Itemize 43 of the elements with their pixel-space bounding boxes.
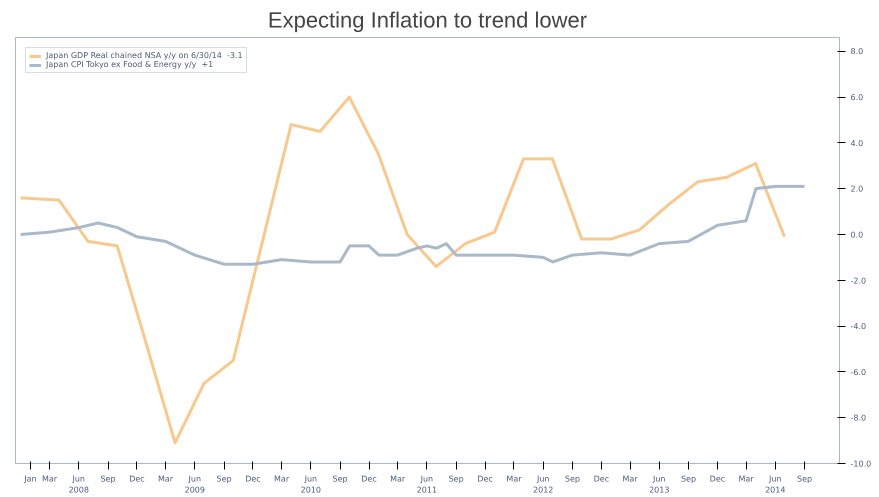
x-tick-label: Dec (129, 474, 145, 484)
x-tick-label: Mar (506, 474, 522, 484)
x-tick-label: Mar (274, 474, 290, 484)
x-tick-label: Jun 2011 (416, 474, 438, 494)
x-tick-label: Jan (23, 474, 37, 484)
line-series (19, 96, 786, 444)
x-tick-label: Mar (42, 474, 58, 484)
y-tick-label: -8.0 (850, 414, 866, 423)
x-tick-label: Jun 2013 (649, 474, 670, 494)
x-tick-label: Mar (158, 474, 174, 484)
x-tick-label: Sep (332, 474, 348, 484)
y-tick-label: 4.0 (850, 138, 864, 148)
legend-label: Japan CPI Tokyo ex Food & Energy y/y +1 (46, 60, 214, 69)
x-tick-label: Dec (594, 474, 610, 484)
y-tick-label: 0.0 (850, 230, 864, 240)
x-tick-label: Mar (738, 474, 754, 484)
y-tick-label: -10.0 (850, 460, 872, 468)
x-tick-label: Dec (710, 474, 726, 484)
x-tick-label: Mar (622, 474, 638, 484)
x-tick-label: Sep (448, 474, 464, 484)
y-tick-label: -2.0 (850, 276, 866, 286)
y-tick-label: 2.0 (850, 184, 864, 194)
x-tick-label: Sep (100, 474, 116, 484)
x-tick-label: Dec (245, 474, 261, 484)
y-tick-label: 8.0 (850, 47, 864, 56)
x-tick-label: Sep (216, 474, 232, 484)
x-tick-label: Jun 2012 (533, 474, 554, 494)
x-tick-label: Jun 2009 (184, 474, 205, 494)
y-tick-label: -6.0 (850, 368, 866, 377)
x-tick-label: Sep (564, 474, 580, 484)
x-tick-label: Jun 2010 (300, 474, 322, 494)
legend-label: Japan GDP Real chained NSA y/y on 6/30/14 -3.1 (46, 51, 243, 60)
y-tick-label: 6.0 (850, 93, 864, 102)
x-tick-label: Jun 2014 (765, 474, 786, 494)
x-tick-label: Sep (796, 474, 812, 484)
y-tick-label: -4.0 (850, 322, 866, 332)
x-tick-label: Mar (390, 474, 406, 484)
chart-title: Expecting Inflation to trend lower (268, 8, 588, 32)
line-series (19, 184, 806, 266)
x-tick-label: Dec (361, 474, 377, 484)
x-tick-label: Dec (477, 474, 493, 484)
x-tick-label: Sep (680, 474, 696, 484)
x-tick-label: Jun 2008 (68, 474, 89, 494)
